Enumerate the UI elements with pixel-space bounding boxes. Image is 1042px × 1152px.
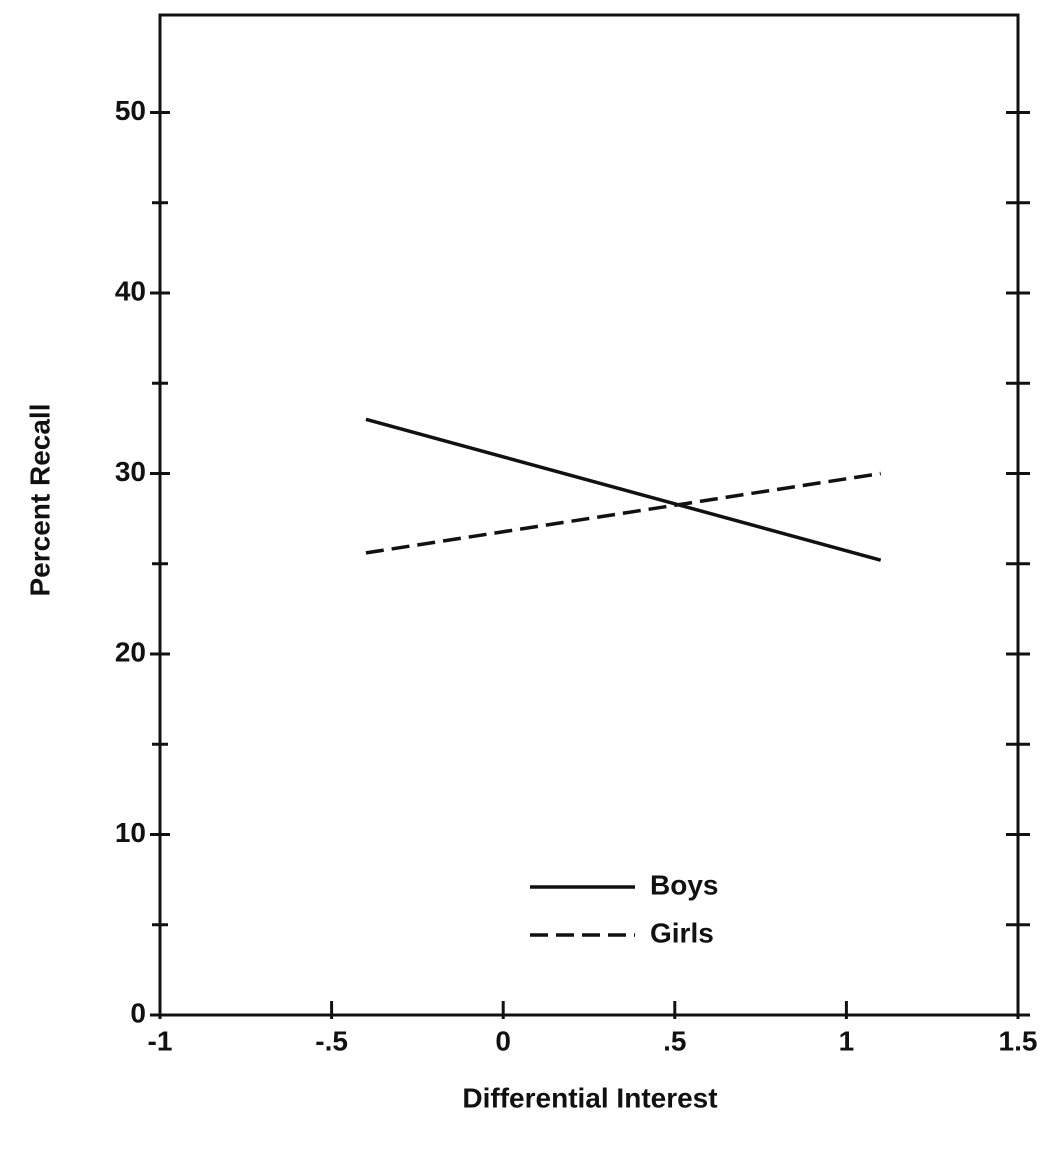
x-tick-label: .5 bbox=[663, 1025, 686, 1056]
x-tick-label: 0 bbox=[495, 1025, 511, 1056]
y-tick-label: 20 bbox=[115, 636, 146, 667]
series-line bbox=[365, 471, 881, 555]
plot-frame bbox=[158, 13, 1020, 1017]
y-tick-label: 0 bbox=[130, 997, 146, 1028]
y-tick-label: 10 bbox=[115, 817, 146, 848]
x-axis-label: Differential Interest bbox=[462, 1082, 717, 1113]
x-tick-label: 1.5 bbox=[999, 1025, 1038, 1056]
y-axis-label: Percent Recall bbox=[24, 404, 55, 597]
y-tick-label: 50 bbox=[115, 95, 146, 126]
y-tick-label: 30 bbox=[115, 456, 146, 487]
legend-label: Girls bbox=[650, 917, 714, 948]
x-tick-label: -.5 bbox=[315, 1025, 348, 1056]
y-tick-label: 40 bbox=[115, 275, 146, 306]
series-line bbox=[365, 417, 882, 562]
x-tick-label: -1 bbox=[148, 1025, 173, 1056]
x-tick-label: 1 bbox=[839, 1025, 855, 1056]
legend-label: Boys bbox=[650, 869, 718, 900]
